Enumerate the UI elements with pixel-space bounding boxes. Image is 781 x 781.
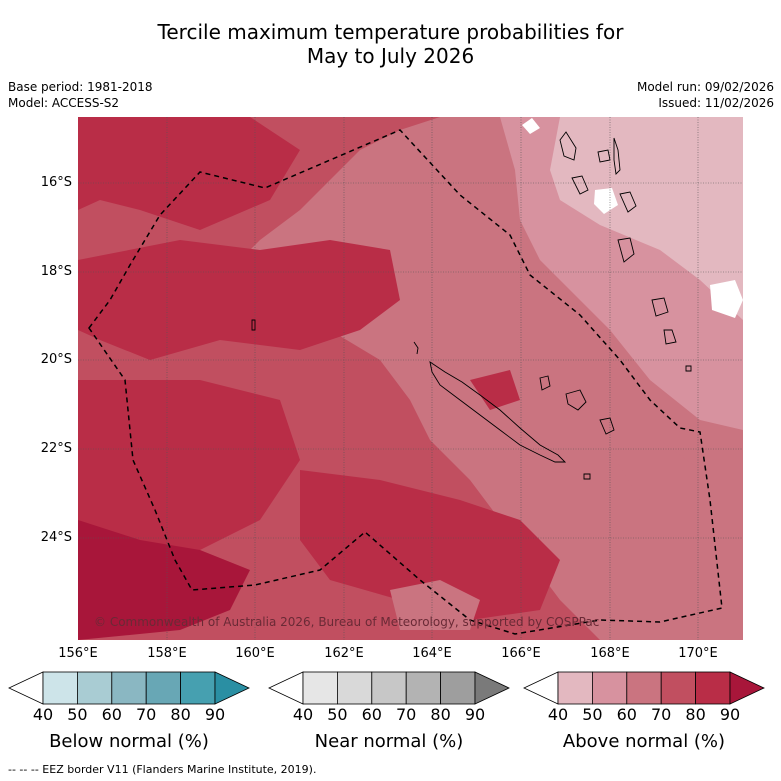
colorbar-tick-label: 90 (464, 705, 486, 724)
lon-label-160e: 160°E (235, 646, 275, 661)
lon-label-168e: 168°E (590, 646, 630, 661)
colorbar-tick-label: 70 (396, 705, 417, 724)
island (565, 389, 587, 411)
field-80-90 (78, 240, 400, 360)
island (619, 191, 637, 213)
lat-label-16s: 16°S (40, 175, 72, 190)
lon-label-166e: 166°E (501, 646, 541, 661)
island (571, 175, 589, 195)
colorbar-segment (405, 671, 442, 705)
colorbar-tick-label: 80 (430, 705, 451, 724)
field-60-70 (610, 440, 700, 510)
lat-label-18s: 18°S (40, 264, 72, 279)
colorbar-tick-label: 40 (292, 705, 314, 724)
colorbar-tick-label: 50 (67, 705, 88, 724)
island (539, 375, 551, 391)
colorbar-segment (557, 671, 593, 705)
issued-date: Issued: 11/02/2026 (658, 96, 774, 110)
colorbar-tick-label: 80 (170, 705, 191, 724)
colorbar-extend-high (214, 671, 250, 705)
colorbar-extend-high (474, 671, 510, 705)
colorbar-segment (302, 671, 338, 705)
copyright-text: © Commonwealth of Australia 2026, Bureau… (94, 615, 599, 629)
lon-label-162e: 162°E (324, 646, 364, 661)
field-80-90 (78, 117, 300, 230)
model-run: Model run: 09/02/2026 (636, 80, 774, 94)
island (413, 341, 419, 355)
island (613, 137, 621, 175)
colorbar-segment (77, 671, 113, 705)
colorbar-tick-label: 70 (136, 705, 157, 724)
new-caledonia (429, 361, 567, 463)
island (617, 237, 635, 263)
lon-label-170e: 170°E (678, 646, 718, 661)
colorbar-tick-label: 90 (204, 705, 226, 724)
colorbar-segment (42, 671, 78, 705)
probability-field (78, 117, 743, 640)
islands (251, 131, 692, 480)
colorbar-extend-high (729, 671, 765, 705)
colorbar-tick-label: 80 (685, 705, 706, 724)
colorbar-segment (440, 671, 476, 705)
field-60-70 (390, 580, 480, 630)
colorbar-segment (371, 671, 407, 705)
gridlines (78, 117, 743, 640)
lat-label-22s: 22°S (40, 441, 72, 456)
island (599, 417, 615, 435)
lon-label-158e: 158°E (147, 646, 187, 661)
field-80-90 (470, 370, 520, 410)
field-white-patch (522, 118, 540, 134)
island (663, 329, 677, 345)
colorbar-tick-label: 50 (582, 705, 603, 724)
colorbar-segment (180, 671, 216, 705)
field-40-50 (550, 117, 743, 320)
field-90-100 (78, 520, 250, 640)
colorbar-segment (336, 671, 373, 705)
colorbar-tick-label: 90 (719, 705, 741, 724)
island (559, 131, 577, 161)
colorbar-tick-label: 40 (32, 705, 54, 724)
colorbar-title-near: Near normal (%) (314, 731, 464, 752)
title-line-1: Tercile maximum temperature probabilitie… (157, 20, 624, 44)
colorbar-extend-low (523, 671, 559, 705)
colorbar-tick-label: 60 (616, 705, 637, 724)
island (651, 297, 669, 317)
colorbar-below (8, 671, 250, 705)
colorbar-title-below: Below normal (%) (49, 731, 209, 752)
base-period: Base period: 1981-2018 (8, 80, 153, 94)
colorbar-extend-low (8, 671, 44, 705)
colorbar-title-above: Above normal (%) (562, 731, 726, 752)
colorbar-near (268, 671, 510, 705)
colorbar-tick-label: 60 (361, 705, 382, 724)
title-line-2: May to July 2026 (306, 44, 475, 68)
lon-label-156e: 156°E (58, 646, 98, 661)
island (583, 473, 591, 480)
field-white-patch (710, 280, 743, 318)
colorbar-tick-label: 60 (101, 705, 122, 724)
eez-footer-note: -- -- -- EEZ border V11 (Flanders Marine… (8, 763, 317, 776)
colorbar-tick-label: 50 (327, 705, 348, 724)
colorbar-extend-low (268, 671, 304, 705)
colorbar-tick-label: 70 (651, 705, 672, 724)
colorbar-segment (111, 671, 147, 705)
colorbar-segment (660, 671, 697, 705)
lat-label-20s: 20°S (40, 352, 72, 367)
colorbar-segment (695, 671, 731, 705)
island (685, 365, 692, 372)
colorbar-segment (145, 671, 181, 705)
island (597, 149, 611, 163)
island (251, 319, 256, 331)
lat-label-24s: 24°S (40, 530, 72, 545)
colorbar-segment (592, 671, 628, 705)
colorbar-tick-label: 40 (547, 705, 569, 724)
lon-label-164e: 164°E (412, 646, 452, 661)
field-white-patch (594, 188, 618, 214)
model-name: Model: ACCESS-S2 (8, 96, 120, 110)
field-80-90 (300, 470, 560, 620)
colorbar-above (523, 671, 765, 705)
colorbar-segment (626, 671, 662, 705)
